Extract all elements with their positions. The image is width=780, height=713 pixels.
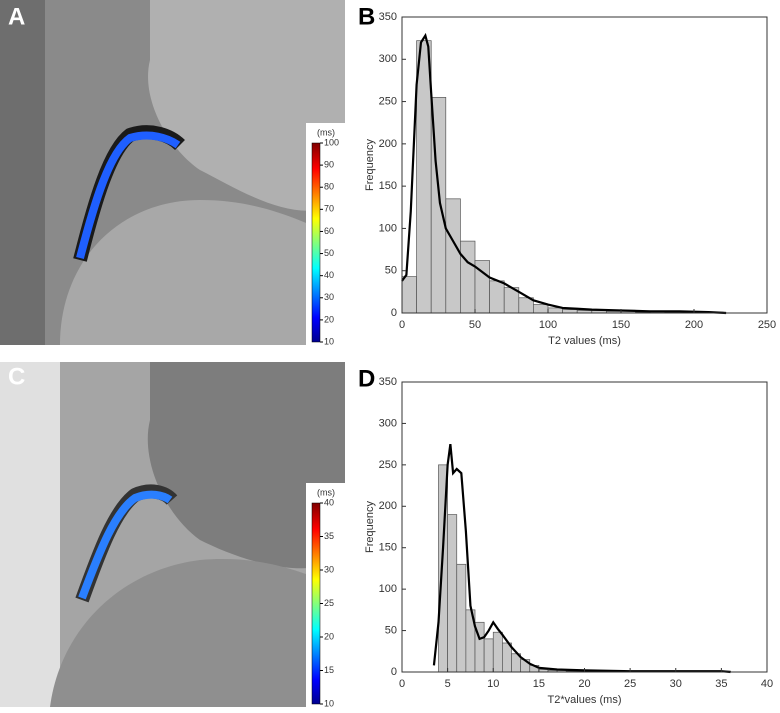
x-tick-label: 250 [758,319,776,331]
x-tick-label: 20 [578,678,590,690]
panel-label: C [8,363,25,390]
bar [489,280,505,314]
y-tick-label: 300 [379,53,397,65]
bar [445,198,461,314]
x-axis-label: T2*values (ms) [548,694,622,706]
x-tick-label: 25 [624,678,636,690]
colorbar-tick-label: 20 [324,314,334,324]
y-tick-label: 150 [379,542,397,554]
x-tick-label: 200 [685,319,703,331]
bar [456,563,467,673]
y-tick-label: 350 [379,11,397,23]
x-tick-label: 10 [487,678,499,690]
y-tick-label: 200 [379,138,397,150]
colorbar-tick-label: 30 [324,564,334,574]
colorbar-tick-label: 30 [324,292,334,302]
x-tick-label: 40 [761,678,773,690]
y-tick-label: 100 [379,583,397,595]
bar [416,40,432,314]
panel-label: A [8,3,25,30]
colorbar [311,502,321,705]
colorbar-unit: (ms) [317,127,335,137]
mri-a [0,0,345,345]
panel-label: B [358,3,375,30]
colorbar-tick-label: 70 [324,204,334,214]
x-tick-label: 5 [445,678,451,690]
colorbar-tick-label: 25 [324,598,334,608]
colorbar-tick-label: 40 [324,270,334,280]
colorbar-tick-label: 20 [324,631,334,641]
axes-box [401,16,768,314]
colorbar-tick-label: 60 [324,226,334,236]
density-curve [401,32,727,315]
mri-c [0,362,345,707]
colorbar-tick-label: 50 [324,248,334,258]
panel-label: D [358,365,375,392]
colorbar-tick-label: 10 [324,698,334,708]
bar [502,642,512,673]
x-tick-label: 50 [469,319,481,331]
x-axis-label: T2 values (ms) [548,335,621,347]
y-axis-label: Frequency [364,501,376,553]
y-tick-label: 0 [391,307,397,319]
bar [447,514,458,673]
bar [483,638,494,673]
colorbar-tick-label: 15 [324,665,334,675]
density-curve [432,443,731,674]
y-tick-label: 250 [379,459,397,471]
x-tick-label: 0 [399,319,405,331]
y-tick-label: 200 [379,500,397,512]
x-tick-label: 0 [399,678,405,690]
colorbar-tick-label: 80 [324,182,334,192]
colorbar-tick-label: 10 [324,336,334,346]
colorbar-unit: (ms) [317,487,335,497]
x-tick-label: 30 [670,678,682,690]
y-axis-label: Frequency [364,139,376,191]
bar [401,276,417,314]
x-tick-label: 150 [612,319,630,331]
colorbar [311,142,321,343]
y-tick-label: 300 [379,417,397,429]
x-tick-label: 100 [539,319,557,331]
colorbar-tick-label: 90 [324,159,334,169]
bar [562,309,578,314]
x-tick-label: 15 [533,678,545,690]
y-tick-label: 50 [385,265,397,277]
y-tick-label: 150 [379,180,397,192]
y-tick-label: 250 [379,95,397,107]
bar [533,304,549,314]
bar [547,307,563,314]
y-tick-label: 0 [391,666,397,678]
x-tick-label: 35 [715,678,727,690]
y-tick-label: 50 [385,624,397,636]
y-tick-label: 100 [379,222,397,234]
colorbar-tick-label: 35 [324,531,334,541]
bar [492,631,503,673]
bar [460,240,476,314]
colorbar-tick-label: 40 [324,497,334,507]
colorbar-tick-label: 100 [324,137,339,147]
y-tick-label: 350 [379,376,397,388]
